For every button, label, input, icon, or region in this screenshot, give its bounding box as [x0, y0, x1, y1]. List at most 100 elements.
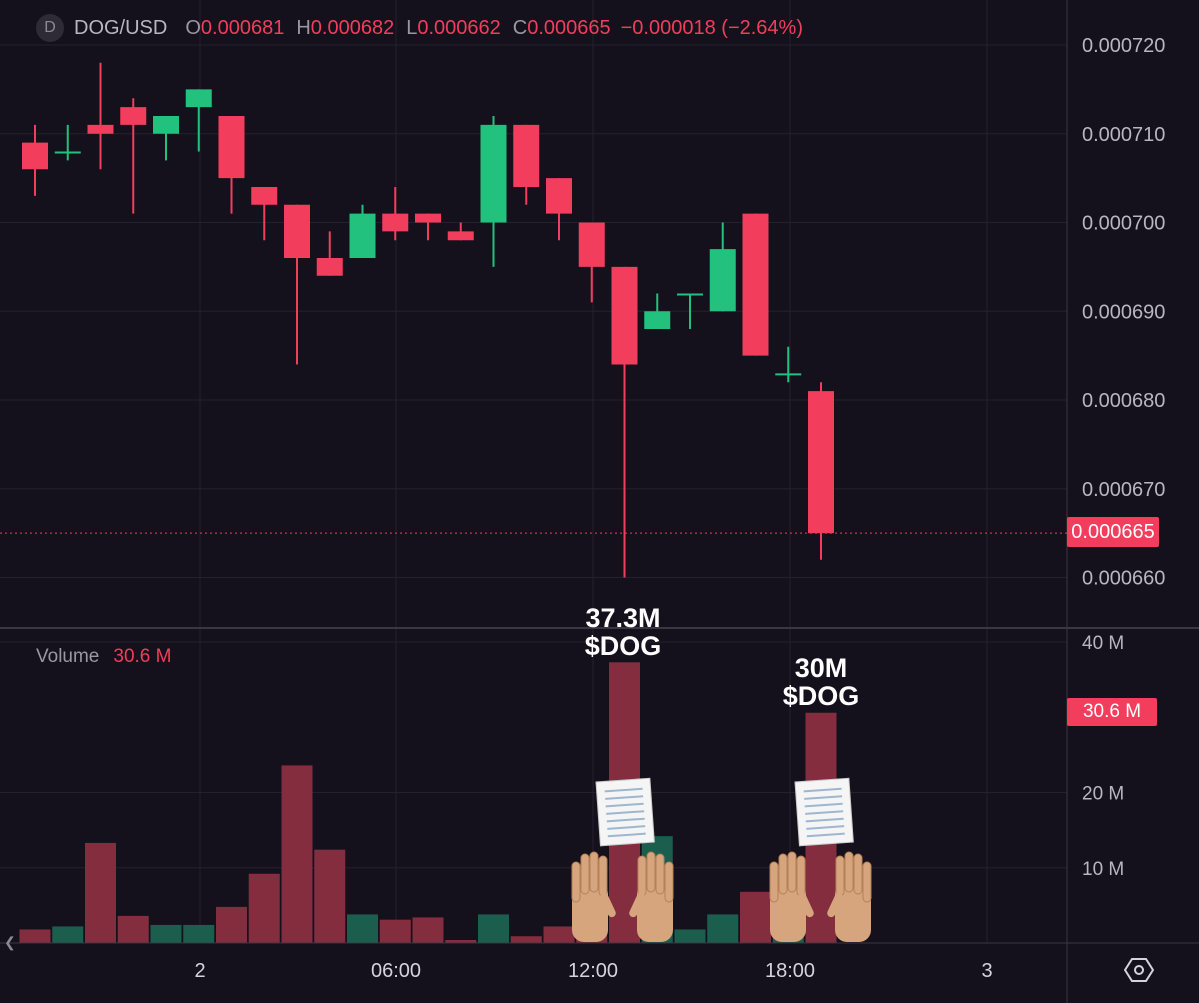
candle-body — [185, 89, 212, 108]
settings-hexagon-icon[interactable] — [1124, 955, 1154, 985]
document-icon — [595, 777, 655, 847]
volume-bar — [85, 842, 116, 943]
hand-finger — [835, 855, 845, 897]
price-tick-label: 0.000710 — [1082, 124, 1165, 146]
candle-body — [513, 124, 540, 187]
volume-bar — [707, 914, 739, 943]
volume-annotation-2: 30M $DOG — [773, 654, 869, 710]
hand-finger — [844, 851, 854, 893]
current-price-tag: 0.000665 — [1067, 517, 1159, 547]
candle-body — [742, 213, 769, 356]
candle-body — [775, 373, 802, 376]
hand-palm — [770, 882, 806, 942]
candle-body — [808, 391, 834, 534]
raised-hand-icon — [769, 851, 814, 942]
price-tick-label: 0.000720 — [1082, 35, 1165, 57]
hand-thumb — [629, 892, 645, 918]
volume-bar — [478, 914, 509, 943]
hand-finger — [655, 853, 665, 895]
hand-finger — [664, 861, 674, 903]
candle-body — [218, 116, 245, 179]
document-line — [605, 795, 644, 800]
hand-finger — [637, 855, 647, 897]
chevron-left-icon[interactable]: ❮ — [4, 934, 16, 950]
close-label: C — [512, 16, 528, 39]
high-label: H — [296, 16, 311, 39]
document-icon — [794, 777, 854, 847]
candle-body — [120, 107, 147, 125]
hand-palm — [637, 882, 673, 942]
document-line — [806, 832, 845, 838]
document-line — [803, 787, 842, 793]
change-value: −0.000018 (−2.64%) — [620, 16, 803, 39]
volume-value: 30.6 M — [113, 646, 172, 667]
candle-body — [382, 213, 409, 232]
document-line — [606, 817, 645, 823]
document-line — [805, 817, 844, 823]
hand-palm — [835, 882, 871, 942]
volume-bar — [150, 924, 182, 943]
price-tick-label: 0.000690 — [1082, 301, 1165, 323]
hand-palm — [572, 882, 608, 942]
price-tick-label: 0.000660 — [1082, 568, 1165, 590]
annotation-2-line1: 30M — [794, 653, 848, 683]
price-tick-label: 0.000700 — [1082, 213, 1165, 235]
chart-grid — [0, 0, 1067, 943]
hand-finger — [598, 855, 608, 897]
hand-finger — [778, 853, 788, 895]
time-tick-label: 06:00 — [371, 960, 421, 982]
hand-thumb — [827, 892, 843, 918]
document-line — [806, 825, 845, 830]
volume-bar — [52, 926, 84, 943]
volume-bar — [248, 873, 280, 943]
hand-finger — [796, 855, 806, 897]
volume-annotation-1: 37.3M $DOG — [575, 604, 671, 660]
symbol-label[interactable]: DOG/USD — [74, 16, 168, 39]
hand-finger — [769, 861, 779, 903]
time-tick-label: 3 — [981, 960, 992, 982]
candle-body — [153, 116, 179, 134]
volume-label: Volume — [36, 646, 100, 667]
volume-bar — [347, 914, 378, 943]
document-line — [607, 825, 646, 830]
current-volume-tag: 30.6 M — [1067, 698, 1157, 726]
volume-bar — [183, 924, 215, 943]
hand-finger — [571, 861, 581, 903]
volume-bar — [281, 765, 313, 943]
candle-body — [709, 249, 736, 312]
candle-body — [251, 187, 278, 205]
close-value: 0.000665 — [527, 16, 611, 39]
volume-bars — [19, 662, 837, 943]
raised-hand-icon — [571, 851, 616, 942]
candle-body — [415, 213, 441, 223]
annotation-illustrations — [571, 777, 872, 942]
low-value: 0.000662 — [417, 16, 501, 39]
annotation-1-line1: 37.3M — [585, 603, 661, 633]
candle-body — [316, 258, 343, 276]
candle-body — [22, 142, 48, 170]
document-line — [805, 810, 844, 815]
hand-thumb — [798, 892, 814, 918]
low-label: L — [406, 16, 418, 39]
annotation-2-line2: $DOG — [782, 681, 860, 711]
hand-finger — [862, 861, 872, 903]
candle-body — [480, 124, 507, 223]
candle-body — [284, 204, 310, 258]
hand-thumb — [600, 892, 616, 918]
candle-body — [611, 266, 638, 365]
volume-tick-label: 20 M — [1082, 784, 1124, 805]
document-line — [804, 802, 843, 808]
ohlc-header: D DOG/USD O 0.000681 H 0.000682 L 0.0006… — [36, 14, 813, 42]
raised-hand-icon — [629, 851, 674, 942]
volume-tick-label: 40 M — [1082, 633, 1124, 654]
hand-finger — [646, 851, 656, 893]
document-line — [607, 832, 646, 838]
document-line — [804, 795, 843, 800]
annotation-1-line2: $DOG — [584, 631, 662, 661]
time-tick-label: 2 — [194, 960, 205, 982]
volume-bar — [19, 929, 51, 943]
volume-bar — [117, 915, 149, 943]
document-line — [604, 787, 643, 793]
